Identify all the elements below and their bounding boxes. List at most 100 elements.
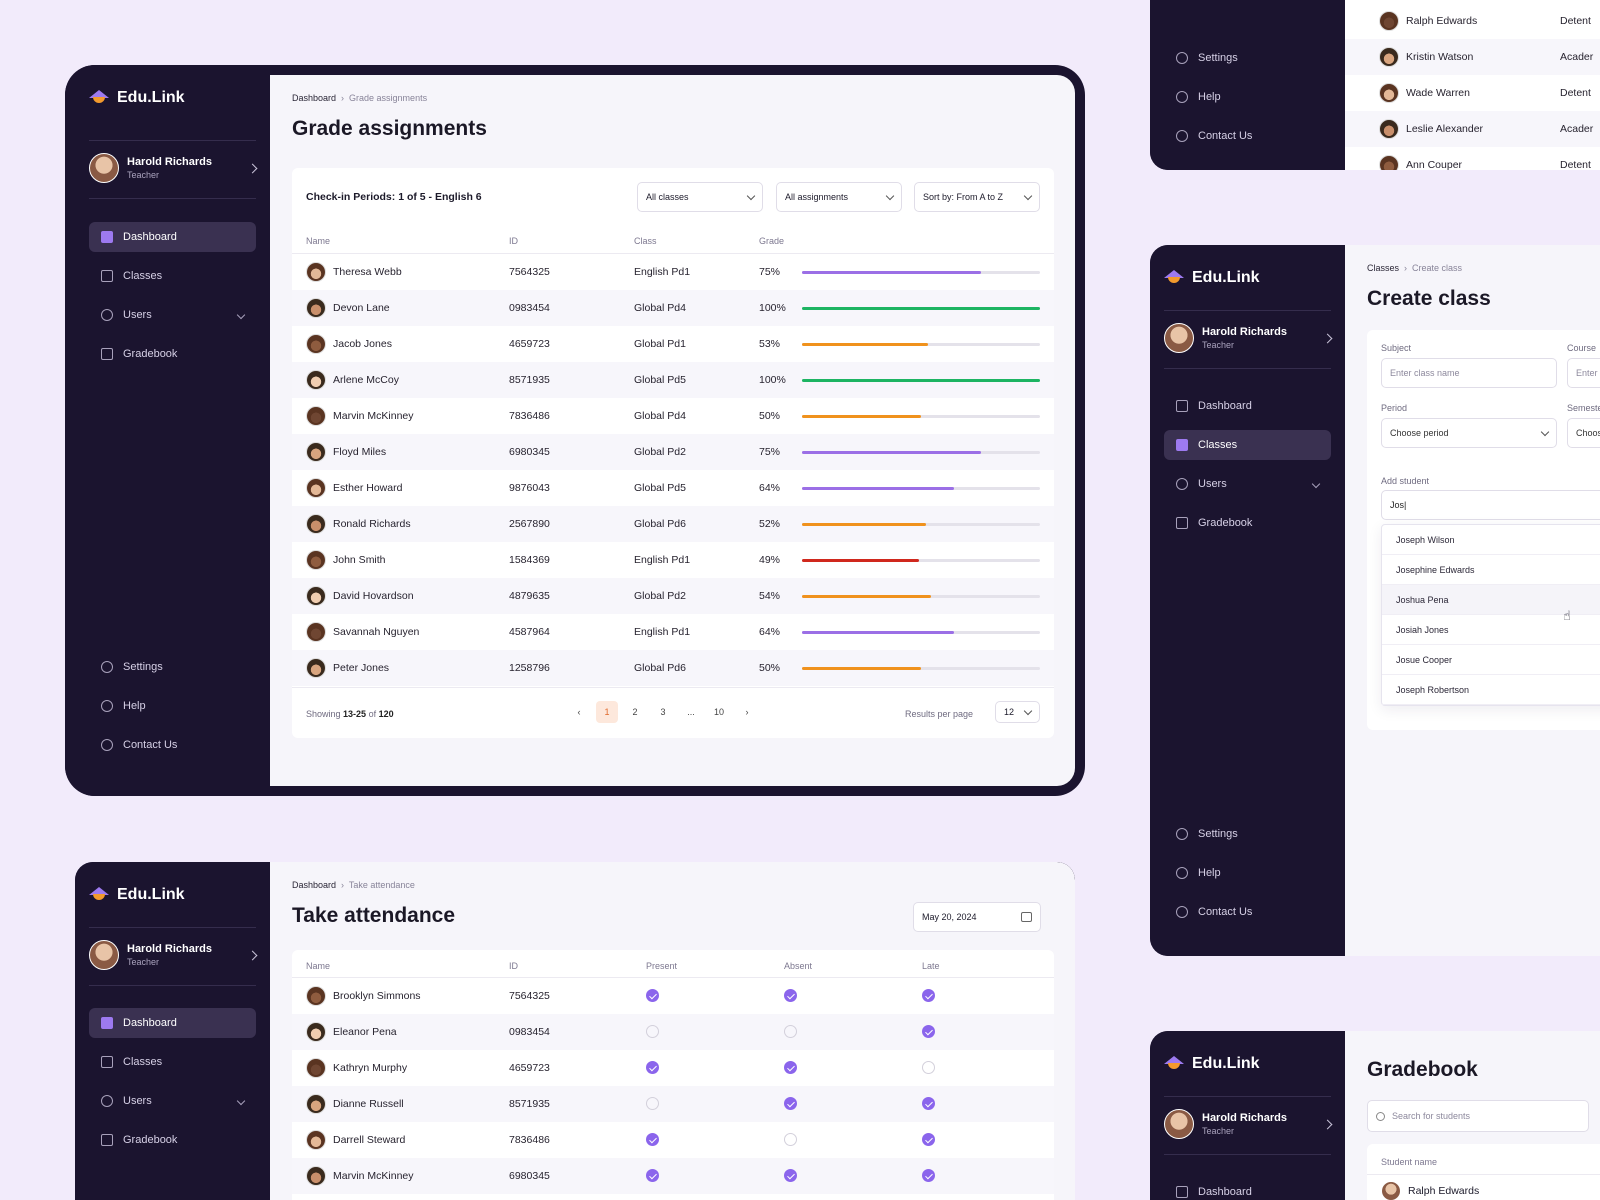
page-button[interactable]: ... [687,707,695,717]
table-row[interactable]: Devon Lane 0983454 Global Pd4 100% [292,290,1054,326]
col-name[interactable]: Name [306,961,331,971]
profile-card[interactable]: Harold Richards Teacher [1164,1109,1333,1139]
date-picker[interactable]: May 20, 2024 [913,902,1041,932]
table-row[interactable]: Floyd Miles 6980345 Global Pd2 75% [292,434,1054,470]
nav-gradebook[interactable]: Gradebook [89,1125,256,1155]
nav-classes[interactable]: Classes [89,1047,256,1077]
nav-users[interactable]: Users [1164,469,1331,499]
breadcrumb-parent[interactable]: Dashboard [292,93,337,103]
breadcrumb-parent[interactable]: Dashboard [292,880,337,890]
brand[interactable]: Edu.Link [89,886,185,904]
col-class[interactable]: Class [634,236,657,246]
subject-input[interactable]: Enter class name [1381,358,1557,388]
assignments-filter[interactable]: All assignments [776,182,902,212]
col-name[interactable]: Name [306,236,331,246]
absent-checkbox[interactable] [784,1133,797,1146]
nav-contact[interactable]: Contact Us [89,730,256,760]
col-student-name[interactable]: Student name [1381,1157,1438,1167]
student-search-input[interactable]: Search for students [1367,1100,1589,1132]
present-checkbox[interactable] [646,1169,659,1182]
table-row[interactable]: Marvin McKinney 7836486 Global Pd4 50% [292,398,1054,434]
table-row[interactable]: Ralph Edwards [1381,1181,1479,1200]
table-row[interactable]: Savannah Nguyen 4587964 English Pd1 64% [292,614,1054,650]
nav-users[interactable]: Users [89,300,256,330]
present-checkbox[interactable] [646,989,659,1002]
table-row[interactable]: Leslie Alexander Acader [1345,111,1600,147]
nav-settings[interactable]: Settings [1164,43,1331,73]
present-checkbox[interactable] [646,1025,659,1038]
per-page-select[interactable]: 12 [995,701,1040,723]
suggestion-item[interactable]: Josue Cooper [1382,645,1600,675]
suggestion-item[interactable]: Joshua Pena [1382,585,1600,615]
table-row[interactable]: John Smith 1584369 English Pd1 49% [292,542,1054,578]
late-checkbox[interactable] [922,1097,935,1110]
late-checkbox[interactable] [922,1169,935,1182]
table-row[interactable]: Kristin Watson Acader [1345,39,1600,75]
course-input[interactable]: Enter [1567,358,1600,388]
nav-classes[interactable]: Classes [1164,430,1331,460]
col-present[interactable]: Present [646,961,678,971]
profile-card[interactable]: Harold Richards Teacher [1164,323,1333,353]
table-row[interactable]: Darrell Steward 7836486 [292,1122,1054,1158]
brand[interactable]: Edu.Link [1164,1055,1260,1073]
table-row[interactable]: David Hovardson 4879635 Global Pd2 54% [292,578,1054,614]
nav-settings[interactable]: Settings [1164,819,1331,849]
suggestion-item[interactable]: Josephine Edwards [1382,555,1600,585]
present-checkbox[interactable] [646,1097,659,1110]
table-row[interactable]: Theresa Webb 7564325 English Pd1 75% [292,254,1054,290]
suggestion-item[interactable]: Josiah Jones [1382,615,1600,645]
classes-filter[interactable]: All classes [637,182,763,212]
suggestion-item[interactable]: Joseph Wilson [1382,525,1600,555]
nav-dashboard[interactable]: Dashboard [1164,1177,1331,1200]
late-checkbox[interactable] [922,1061,935,1074]
table-row[interactable]: Esther Howard 9876043 Global Pd5 64% [292,470,1054,506]
profile-card[interactable]: Harold Richards Teacher [89,153,258,183]
nav-help[interactable]: Help [1164,82,1331,112]
table-row[interactable]: Wade Warren Detent [1345,75,1600,111]
period-select[interactable]: Choose period [1381,418,1557,448]
absent-checkbox[interactable] [784,1097,797,1110]
table-row[interactable]: Marvin McKinney 6980345 [292,1158,1054,1194]
late-checkbox[interactable] [922,989,935,1002]
absent-checkbox[interactable] [784,1025,797,1038]
nav-dashboard[interactable]: Dashboard [89,222,256,252]
page-button[interactable]: 10 [713,707,724,717]
table-row[interactable]: Ronald Richards 2567890 Global Pd6 52% [292,506,1054,542]
table-row[interactable]: Kathryn Murphy 4659723 [292,1050,1054,1086]
nav-classes[interactable]: Classes [89,261,256,291]
nav-dashboard[interactable]: Dashboard [1164,391,1331,421]
absent-checkbox[interactable] [784,989,797,1002]
late-checkbox[interactable] [922,1025,935,1038]
nav-contact[interactable]: Contact Us [1164,121,1331,151]
breadcrumb-parent[interactable]: Classes [1367,263,1400,273]
col-id[interactable]: ID [509,236,518,246]
table-row[interactable]: Peter Jones 1258796 Global Pd6 50% [292,650,1054,686]
nav-gradebook[interactable]: Gradebook [1164,508,1331,538]
page-button[interactable]: 3 [660,707,666,717]
present-checkbox[interactable] [646,1133,659,1146]
brand[interactable]: Edu.Link [1164,269,1260,287]
add-student-input[interactable]: Jos| [1381,490,1600,520]
nav-gradebook[interactable]: Gradebook [89,339,256,369]
table-row[interactable]: Brooklyn Simmons 7564325 [292,978,1054,1014]
present-checkbox[interactable] [646,1061,659,1074]
table-row[interactable]: Ann Couper Detent [1345,147,1600,170]
late-checkbox[interactable] [922,1133,935,1146]
nav-settings[interactable]: Settings [89,652,256,682]
profile-card[interactable]: Harold Richards Teacher [89,940,258,970]
next-page-button[interactable]: › [745,707,749,717]
semester-select[interactable]: Choos [1567,418,1600,448]
col-absent[interactable]: Absent [784,961,813,971]
nav-users[interactable]: Users [89,1086,256,1116]
nav-dashboard[interactable]: Dashboard [89,1008,256,1038]
table-row[interactable]: Arlene McCoy 8571935 Global Pd5 100% [292,362,1054,398]
table-row[interactable]: Dianne Russell 8571935 [292,1086,1054,1122]
absent-checkbox[interactable] [784,1169,797,1182]
sort-select[interactable]: Sort by: From A to Z [914,182,1040,212]
suggestion-item[interactable]: Joseph Robertson [1382,675,1600,705]
prev-page-button[interactable]: ‹ [577,707,581,717]
absent-checkbox[interactable] [784,1061,797,1074]
nav-help[interactable]: Help [89,691,256,721]
table-row[interactable]: Jacob Jones 4659723 Global Pd1 53% [292,326,1054,362]
col-late[interactable]: Late [922,961,940,971]
